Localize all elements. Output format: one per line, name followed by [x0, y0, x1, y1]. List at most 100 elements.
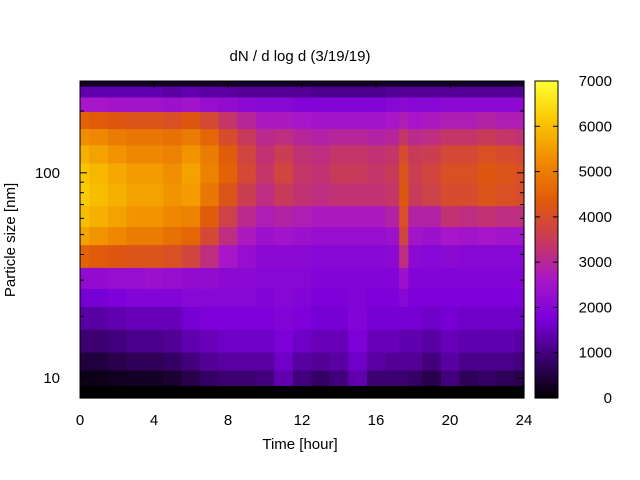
heatmap-cell: [126, 205, 146, 228]
heatmap-cell: [311, 162, 331, 184]
colorbar-segment: [535, 216, 558, 220]
colorbar-segment: [535, 146, 558, 150]
heatmap-cell: [329, 128, 349, 146]
heatmap-cell: [80, 111, 90, 130]
colorbar-segment: [535, 185, 558, 189]
heatmap-cell: [255, 306, 275, 330]
heatmap-cell: [126, 96, 146, 113]
heatmap-cell: [477, 128, 497, 146]
heatmap-cell: [477, 96, 497, 113]
heatmap-cell: [89, 162, 109, 184]
colorbar-segment: [535, 379, 558, 383]
heatmap-cell: [477, 226, 497, 246]
heatmap-cell: [440, 96, 460, 113]
colorbar-segment: [535, 395, 558, 399]
heatmap-cell: [311, 96, 331, 113]
heatmap-cell: [385, 267, 400, 289]
heatmap-cell: [348, 128, 368, 146]
heatmap-cell: [163, 369, 183, 386]
heatmap-cell: [89, 144, 109, 164]
heatmap-cell: [366, 244, 386, 268]
heatmap-cell: [89, 96, 109, 113]
chart-title: dN / d log d (3/19/19): [230, 48, 371, 65]
colorbar-segment: [535, 148, 558, 152]
colorbar-segment: [535, 307, 558, 311]
heatmap-cell: [107, 86, 127, 98]
heatmap-cell: [422, 81, 442, 87]
heatmap-cell: [107, 288, 127, 307]
heatmap-cell: [274, 369, 294, 386]
heatmap-cell: [89, 369, 109, 386]
colorbar-segment: [535, 155, 558, 159]
heatmap-cell: [477, 267, 497, 289]
colorbar-segment: [535, 230, 558, 234]
colorbar-segment: [535, 309, 558, 313]
heatmap-cell: [163, 351, 183, 371]
heatmap-cell: [348, 329, 368, 353]
heatmap-cell: [329, 226, 349, 246]
heatmap-cell: [459, 162, 479, 184]
colorbar-segment: [535, 334, 558, 338]
heatmap-cell: [399, 329, 409, 353]
heatmap-cell: [200, 267, 220, 289]
heatmap-cell: [80, 144, 90, 164]
heatmap-cell: [366, 205, 386, 228]
heatmap-cell: [237, 162, 257, 184]
heatmap-cell: [329, 162, 349, 184]
heatmap-cell: [274, 128, 294, 146]
heatmap-cell: [311, 329, 331, 353]
heatmap-cell: [89, 385, 109, 399]
heatmap-cell: [422, 205, 442, 228]
colorbar-segment: [535, 232, 558, 236]
colorbar-segment: [535, 248, 558, 252]
heatmap-cell: [163, 96, 183, 113]
heatmap-cell: [126, 144, 146, 164]
heatmap-cell: [496, 329, 516, 353]
heatmap-cell: [89, 205, 109, 228]
heatmap-cell: [311, 244, 331, 268]
heatmap-cell: [496, 86, 516, 98]
colorbar-segment: [535, 277, 558, 281]
heatmap-cell: [274, 385, 294, 399]
heatmap-cell: [477, 205, 497, 228]
colorbar-segment: [535, 205, 558, 209]
colorbar-segment: [535, 268, 558, 272]
colorbar-segment: [535, 339, 558, 342]
heatmap-cell: [399, 385, 409, 399]
heatmap-cell: [399, 144, 409, 164]
colorbar-segment: [535, 264, 558, 268]
colorbar-tick-label: 7000: [579, 73, 612, 90]
heatmap-cell: [408, 144, 423, 164]
colorbar-segment: [535, 386, 558, 390]
heatmap-cell: [292, 306, 312, 330]
heatmap-cell: [200, 369, 220, 386]
colorbar-segment: [535, 357, 558, 361]
heatmap-cell: [218, 144, 238, 164]
colorbar-segment: [535, 142, 558, 145]
colorbar-segment: [535, 273, 558, 277]
heatmap-cell: [348, 244, 368, 268]
heatmap-cell: [80, 306, 90, 330]
heatmap-cell: [237, 244, 257, 268]
heatmap-cell: [329, 385, 349, 399]
colorbar-segment: [535, 259, 558, 263]
colorbar-segment: [535, 124, 558, 127]
heatmap-cell: [496, 306, 516, 330]
colorbar-segment: [535, 228, 558, 232]
heatmap-cell: [477, 111, 497, 130]
heatmap-cell: [200, 182, 220, 207]
heatmap-cell: [237, 144, 257, 164]
heatmap-cell: [126, 306, 146, 330]
heatmap-cell: [422, 128, 442, 146]
colorbar-segment: [535, 180, 558, 184]
heatmap-cell: [107, 96, 127, 113]
colorbar-tick-label: 6000: [579, 118, 612, 135]
heatmap-cell: [311, 86, 331, 98]
y-tick-label: 10: [43, 370, 60, 387]
colorbar-segment: [535, 257, 558, 261]
colorbar-segment: [535, 284, 558, 288]
colorbar-segment: [535, 266, 558, 270]
heatmap-cell: [292, 162, 312, 184]
heatmap-cell: [440, 128, 460, 146]
colorbar-segment: [535, 144, 558, 148]
